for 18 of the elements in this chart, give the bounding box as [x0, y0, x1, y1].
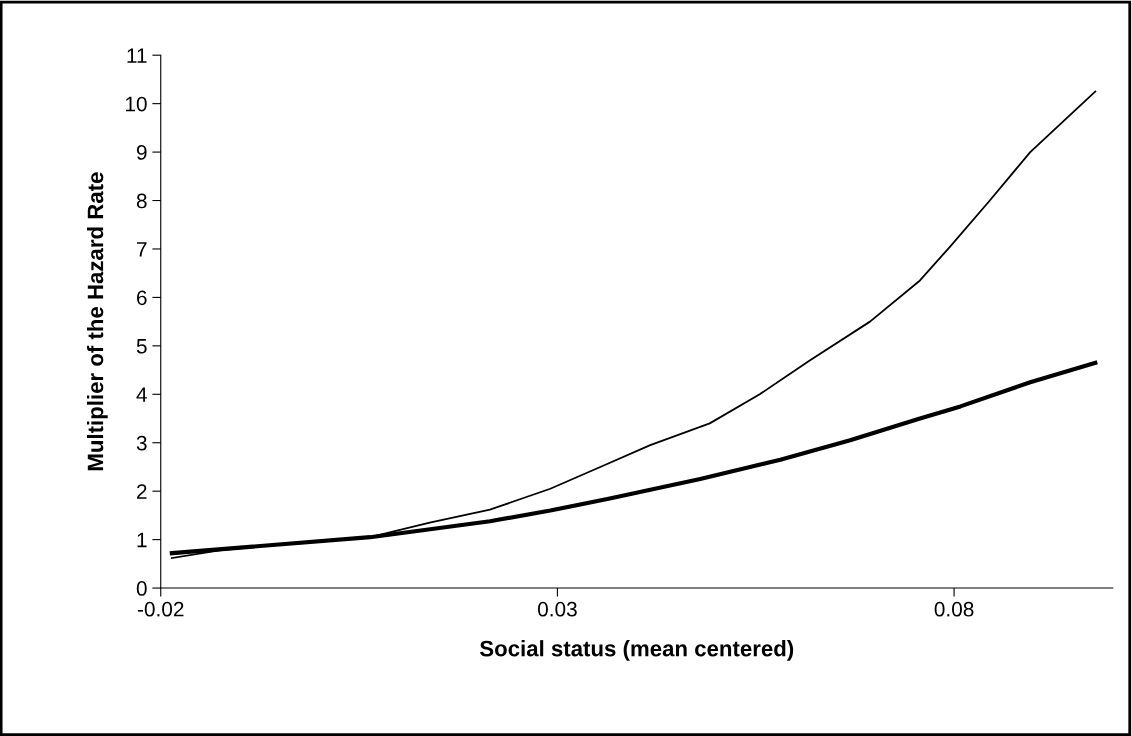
y-tick-label: 5 [136, 339, 147, 354]
y-tick-label: 11 [127, 48, 147, 63]
x-tick-label: 0.03 [537, 601, 577, 617]
x-tick-label: -0.02 [137, 601, 184, 617]
y-tick-label: 0 [136, 581, 147, 596]
y-tick-label: 10 [125, 96, 147, 112]
y-tick-label: 7 [137, 242, 147, 257]
y-tick-label: 2 [137, 484, 147, 499]
y-tick-label: 8 [136, 193, 147, 209]
y-tick-label: 6 [137, 290, 147, 306]
x-tick-label: 0.08 [934, 601, 974, 617]
y-tick-label: 9 [136, 145, 147, 160]
y-tick-label: 1 [137, 532, 147, 548]
y-tick-label: 3 [136, 435, 147, 451]
y-axis-title: Multiplier of the Hazard Rate [87, 172, 108, 471]
y-tick-label: 4 [136, 387, 147, 402]
x-axis-title: Social status (mean centered) [479, 640, 794, 661]
line-series [170, 90, 1097, 559]
